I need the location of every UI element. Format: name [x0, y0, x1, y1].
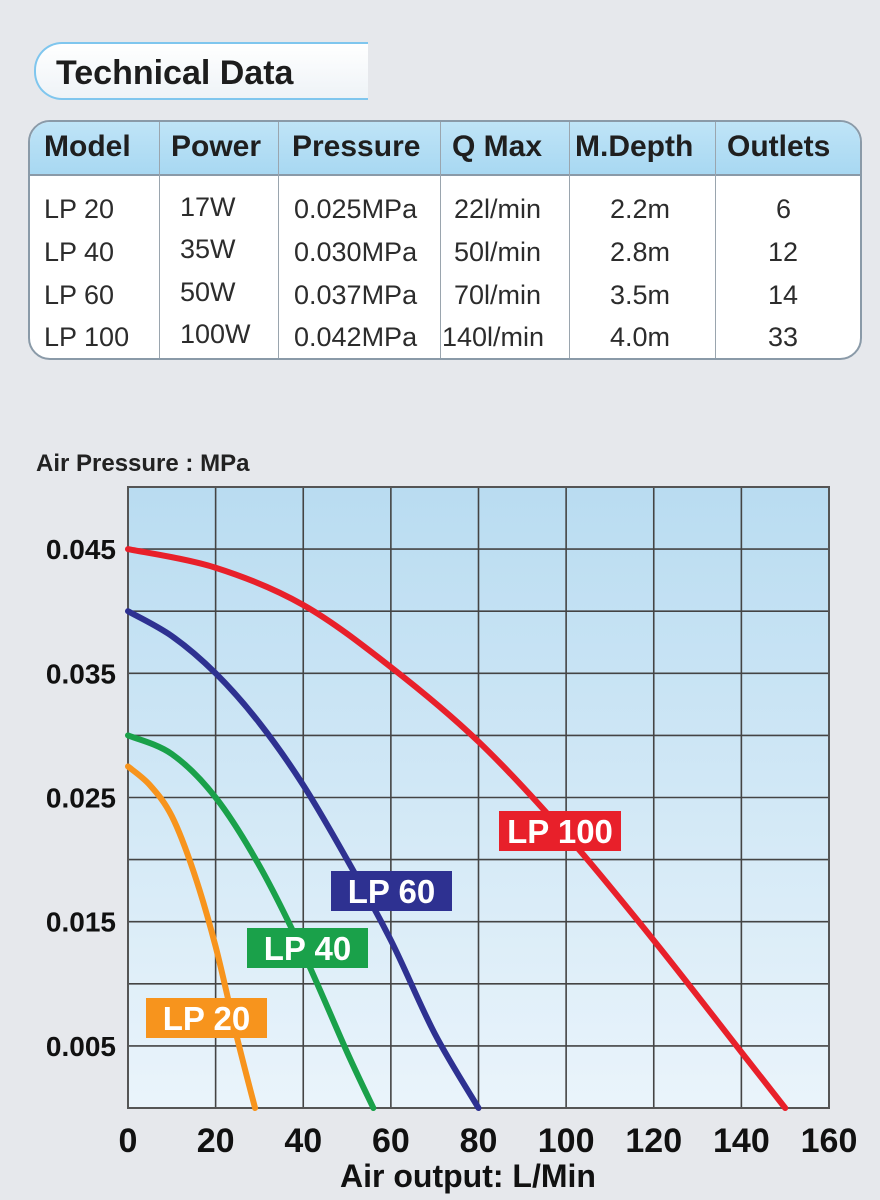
column-header-mdepth: M.Depth	[575, 130, 694, 163]
table-cell-pressure: 0.030MPa	[294, 237, 418, 267]
column-header-qmax: Q Max	[452, 130, 543, 163]
table-cell-qmax: 70l/min	[454, 280, 542, 310]
table-cell-model: LP 40	[44, 237, 115, 267]
y-tick-label: 0.005	[46, 1031, 116, 1062]
column-divider	[159, 122, 160, 358]
series-label-badge-lp40	[247, 928, 368, 968]
x-tick-label: 40	[284, 1122, 322, 1160]
x-tick-label: 60	[372, 1122, 410, 1160]
table-header-row	[30, 122, 860, 176]
spec-table: Model Power Pressure Q Max M.Depth Outle…	[28, 120, 862, 360]
x-tick-label: 140	[713, 1122, 770, 1160]
column-header-pressure: Pressure	[292, 130, 421, 163]
table-cell-pressure: 0.037MPa	[294, 280, 418, 310]
table-cell-pressure: 0.042MPa	[294, 322, 418, 352]
column-divider	[440, 122, 441, 358]
table-cell-outlets: 33	[768, 322, 799, 352]
series-line-lp40	[125, 732, 377, 1111]
column-header-model: Model	[44, 130, 131, 163]
table-cell-model: LP 60	[44, 280, 115, 310]
table-cell-model: LP 20	[44, 194, 115, 224]
column-divider	[278, 122, 279, 358]
table-cell-power: 17W	[180, 192, 236, 222]
table-cell-pressure: 0.025MPa	[294, 194, 418, 224]
series-label-badge-lp100	[499, 811, 621, 851]
series-label-badge-lp20	[146, 998, 267, 1038]
y-tick-label: 0.015	[46, 907, 116, 938]
section-title-badge: Technical Data	[34, 42, 368, 100]
x-tick-label: 80	[460, 1122, 498, 1160]
table-cell-power: 100W	[180, 319, 251, 349]
table-cell-depth: 2.2m	[610, 194, 671, 224]
series-label-lp100: LP 100	[507, 813, 613, 850]
table-cell-depth: 2.8m	[610, 237, 671, 267]
y-tick-label: 0.045	[46, 534, 116, 565]
table-cell-outlets: 14	[768, 280, 799, 310]
table-cell-model: LP 100	[44, 322, 130, 352]
table-cell-outlets: 6	[776, 194, 792, 224]
table-cell-qmax: 140l/min	[442, 322, 545, 352]
table-cell-power: 50W	[180, 277, 236, 307]
column-divider	[715, 122, 716, 358]
series-label-badge-lp60	[331, 871, 452, 911]
table-cell-depth: 4.0m	[610, 322, 671, 352]
series-label-lp20: LP 20	[163, 1000, 250, 1037]
y-tick-label: 0.025	[46, 783, 116, 814]
table-cell-outlets: 12	[768, 237, 799, 267]
y-tick-label: 0.035	[46, 658, 116, 689]
table-cell-depth: 3.5m	[610, 280, 671, 310]
column-divider	[569, 122, 570, 358]
x-tick-label: 20	[197, 1122, 235, 1160]
column-header-power: Power	[171, 130, 262, 163]
table-cell-qmax: 50l/min	[454, 237, 542, 267]
section-title: Technical Data	[56, 54, 294, 92]
x-axis-title: Air output: L/Min	[340, 1158, 596, 1194]
series-label-lp40: LP 40	[264, 930, 351, 967]
column-header-outlets: Outlets	[727, 130, 831, 163]
x-tick-label: 100	[538, 1122, 595, 1160]
table-cell-power: 35W	[180, 234, 236, 264]
x-tick-label: 120	[625, 1122, 682, 1160]
series-line-lp100	[125, 546, 789, 1111]
table-cell-qmax: 22l/min	[454, 194, 542, 224]
x-tick-label: 160	[801, 1122, 858, 1160]
series-label-lp60: LP 60	[348, 873, 435, 910]
series-line-lp20	[125, 763, 259, 1111]
y-axis-title: Air Pressure : MPa	[36, 450, 250, 477]
series-line-lp60	[125, 608, 482, 1111]
x-tick-label: 0	[119, 1122, 138, 1160]
